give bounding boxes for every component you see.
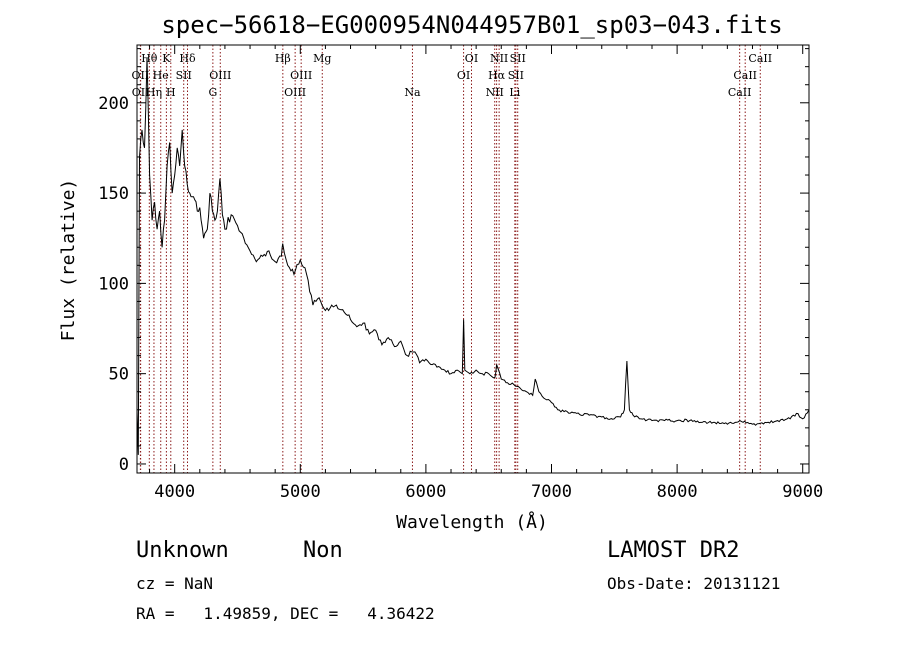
observation-date: Obs-Date: 20131121 xyxy=(607,574,781,593)
line-label: SII xyxy=(508,69,524,82)
x-axis-label: Wavelength (Å) xyxy=(396,511,548,533)
line-label: OI xyxy=(457,69,470,82)
spectrum-line xyxy=(136,57,810,455)
x-tick-label: 9000 xyxy=(782,482,823,502)
plot-frame xyxy=(136,44,810,474)
line-label: K xyxy=(162,52,171,65)
line-label: He xyxy=(153,69,169,82)
line-label: SII xyxy=(176,69,192,82)
line-label: SII xyxy=(510,52,526,65)
y-tick-label: 200 xyxy=(98,94,129,114)
coordinates: RA = 1.49859, DEC = 4.36422 xyxy=(136,604,435,623)
y-axis: 0 50 100 150 200 xyxy=(98,48,809,475)
line-label: NII xyxy=(490,52,508,65)
x-tick-label: 6000 xyxy=(405,482,446,502)
x-tick-label: 4000 xyxy=(154,482,195,502)
x-tick-label: 5000 xyxy=(280,482,321,502)
line-label: Hθ xyxy=(141,52,158,65)
spectral-line-labels: HθOIIOIIHeHηKSIIHHδOIIIGHβOIIIOIIIMgNaOI… xyxy=(132,52,773,99)
line-label: Li xyxy=(509,86,520,99)
line-label: Mg xyxy=(313,52,331,65)
line-label: Hη xyxy=(146,86,162,99)
line-label: Hα xyxy=(488,69,506,82)
x-tick-label: 7000 xyxy=(531,482,572,502)
y-tick-label: 150 xyxy=(98,184,129,204)
line-label: G xyxy=(208,86,217,99)
y-tick-label: 0 xyxy=(119,455,129,475)
line-label: OIII xyxy=(284,86,306,99)
line-label: Na xyxy=(404,86,421,99)
line-label: CaII xyxy=(733,69,757,82)
line-label: Hδ xyxy=(179,52,196,65)
redshift-value: cz = NaN xyxy=(136,574,214,593)
line-label: OII xyxy=(132,86,150,99)
object-class: Unknown xyxy=(136,538,229,563)
x-axis: 4000 5000 6000 7000 8000 9000 xyxy=(149,45,823,502)
line-label: NII xyxy=(486,86,504,99)
y-axis-label: Flux (relative) xyxy=(58,179,79,342)
line-label: OII xyxy=(132,69,150,82)
line-label: Hβ xyxy=(275,52,291,65)
x-tick-label: 8000 xyxy=(657,482,698,502)
line-label: OI xyxy=(465,52,478,65)
line-label: CaII xyxy=(728,86,752,99)
line-label: CaII xyxy=(748,52,772,65)
chart-title: spec−56618−EG000954N044957B01_sp03−043.f… xyxy=(161,11,782,39)
line-label: OIII xyxy=(209,69,231,82)
y-tick-label: 100 xyxy=(98,274,129,294)
spectral-line-markers xyxy=(139,45,761,473)
line-label: H xyxy=(166,86,176,99)
y-tick-label: 50 xyxy=(109,365,129,385)
survey-name: LAMOST DR2 xyxy=(607,538,740,563)
object-subclass: Non xyxy=(303,538,343,563)
line-label: OIII xyxy=(290,69,312,82)
